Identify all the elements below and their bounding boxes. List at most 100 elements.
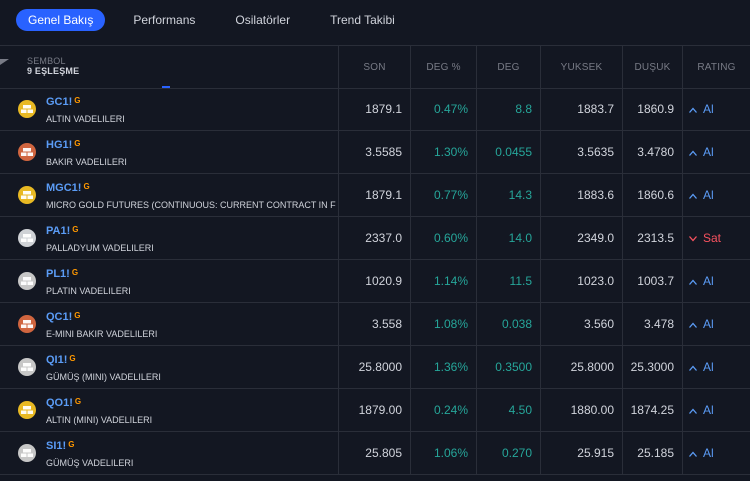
- change-percent: 1.30%: [410, 131, 476, 173]
- ticker-link[interactable]: PL1! G: [46, 268, 79, 280]
- badge: G: [74, 311, 81, 320]
- rating[interactable]: Al: [682, 174, 750, 216]
- high: 25.8000: [540, 346, 622, 388]
- symbol-cell[interactable]: GC1! G ALTIN VADELILERI: [0, 88, 338, 130]
- change: 8.8: [476, 88, 540, 130]
- rating[interactable]: Al: [682, 389, 750, 431]
- ticker-link[interactable]: HG1! G: [46, 139, 81, 151]
- table-row[interactable]: SI1! G GÜMÜŞ VADELILERI 25.805 1.06% 0.270 25.…: [0, 432, 750, 475]
- high: 1883.7: [540, 88, 622, 130]
- symbol-description: BAKIR VADELILERI: [46, 157, 127, 167]
- symbol-cell[interactable]: PA1! G PALLADYUM VADELILERI: [0, 217, 338, 259]
- symbol-cell[interactable]: QO1! G ALTIN (MINI) VADELILERI: [0, 389, 338, 431]
- table-row[interactable]: QI1! G GÜMÜŞ (MINI) VADELILERI 25.8000 1.36%…: [0, 346, 750, 389]
- column-header-high[interactable]: YUKSEK: [540, 46, 622, 88]
- high: 2349.0: [540, 217, 622, 259]
- ticker-link[interactable]: GC1! G: [46, 96, 81, 108]
- ticker-link[interactable]: SI1! G: [46, 440, 75, 452]
- change: 0.3500: [476, 346, 540, 388]
- gold-bars-icon: [18, 100, 36, 118]
- change: 14.0: [476, 217, 540, 259]
- low: 1003.7: [622, 260, 682, 302]
- column-header-change[interactable]: DEG: [476, 46, 540, 88]
- copper-bars-icon: [18, 315, 36, 333]
- change-percent: 0.60%: [410, 217, 476, 259]
- rating[interactable]: Al: [682, 260, 750, 302]
- low: 25.185: [622, 432, 682, 474]
- table-header: SEMBOL 9 EŞLEŞME SON DEG % DEG YUKSEK DU…: [0, 45, 750, 89]
- rating-label: Al: [703, 446, 714, 460]
- table-row[interactable]: HG1! G BAKIR VADELILERI 3.5585 1.30% 0.0455 3.…: [0, 131, 750, 174]
- badge: G: [68, 440, 75, 449]
- badge: G: [71, 268, 79, 277]
- chevron-up-icon: [689, 403, 697, 417]
- symbol-cell[interactable]: QI1! G GÜMÜŞ (MINI) VADELILERI: [0, 346, 338, 388]
- change-percent: 1.14%: [410, 260, 476, 302]
- platinum-bars-icon: [18, 272, 36, 290]
- gold-bars-icon: [18, 401, 36, 419]
- rating[interactable]: Al: [682, 88, 750, 130]
- gold-bars-icon: [18, 186, 36, 204]
- rating[interactable]: Al: [682, 432, 750, 474]
- symbol-cell[interactable]: PL1! G PLATIN VADELILERI: [0, 260, 338, 302]
- symbol-cell[interactable]: SI1! G GÜMÜŞ VADELILERI: [0, 432, 338, 474]
- table-row[interactable]: MGC1! G MICRO GOLD FUTURES (CONTINUOUS: CU…: [0, 174, 750, 217]
- change-percent: 1.06%: [410, 432, 476, 474]
- column-header-rating[interactable]: RATING: [682, 46, 750, 88]
- chevron-up-icon: [689, 360, 697, 374]
- column-header-last[interactable]: SON: [338, 46, 410, 88]
- tab-performance[interactable]: Performans: [133, 13, 196, 27]
- low: 2313.5: [622, 217, 682, 259]
- change-percent: 1.08%: [410, 303, 476, 345]
- last-price: 1879.00: [338, 389, 410, 431]
- copper-bars-icon: [18, 143, 36, 161]
- rating[interactable]: Al: [682, 303, 750, 345]
- symbol-description: PALLADYUM VADELILERI: [46, 243, 154, 253]
- rating[interactable]: Al: [682, 346, 750, 388]
- table-row[interactable]: PL1! G PLATIN VADELILERI 1020.9 1.14% 11.5 102…: [0, 260, 750, 303]
- symbol-cell[interactable]: MGC1! G MICRO GOLD FUTURES (CONTINUOUS: CU…: [0, 174, 338, 216]
- column-header-change-percent[interactable]: DEG %: [410, 46, 476, 88]
- rating[interactable]: Al: [682, 131, 750, 173]
- symbol-description: E-MINI BAKIR VADELILERI: [46, 329, 158, 339]
- tab-oscillators[interactable]: Osilatörler: [235, 13, 291, 27]
- tab-bar: Genel Bakış Performans Osilatörler Trend…: [0, 0, 750, 40]
- column-header-low[interactable]: DUŞUK: [622, 46, 682, 88]
- table-row[interactable]: GC1! G ALTIN VADELILERI 1879.1 0.47% 8.8 1883.…: [0, 88, 750, 131]
- high: 25.915: [540, 432, 622, 474]
- high: 1880.00: [540, 389, 622, 431]
- ticker-link[interactable]: QI1! G: [46, 354, 76, 366]
- rating-label: Al: [703, 274, 714, 288]
- ticker-link[interactable]: QC1! G: [46, 311, 81, 323]
- chevron-up-icon: [689, 446, 697, 460]
- rating-label: Al: [703, 102, 714, 116]
- low: 1874.25: [622, 389, 682, 431]
- symbol-cell[interactable]: HG1! G BAKIR VADELILERI: [0, 131, 338, 173]
- symbol-description: GÜMÜŞ (MINI) VADELILERI: [46, 372, 161, 382]
- ticker-link[interactable]: QO1! G: [46, 397, 82, 409]
- symbol-cell[interactable]: QC1! G E-MINI BAKIR VADELILERI: [0, 303, 338, 345]
- chevron-up-icon: [689, 317, 697, 331]
- change: 14.3: [476, 174, 540, 216]
- symbol-column-header[interactable]: SEMBOL 9 EŞLEŞME: [0, 46, 338, 88]
- tab-overview[interactable]: Genel Bakış: [16, 9, 106, 31]
- table-row[interactable]: QO1! G ALTIN (MINI) VADELILERI 1879.00 0.24%…: [0, 389, 750, 432]
- change-percent: 1.36%: [410, 346, 476, 388]
- flag-icon[interactable]: [0, 59, 9, 65]
- table-body: GC1! G ALTIN VADELILERI 1879.1 0.47% 8.8 1883.…: [0, 88, 750, 475]
- table-row[interactable]: QC1! G E-MINI BAKIR VADELILERI 3.558 1.08% 0.…: [0, 303, 750, 346]
- last-price: 3.5585: [338, 131, 410, 173]
- badge: G: [72, 225, 79, 234]
- rating-label: Al: [703, 403, 714, 417]
- high: 3.5635: [540, 131, 622, 173]
- rating-label: Al: [703, 188, 714, 202]
- ticker-link[interactable]: MGC1! G: [46, 182, 90, 194]
- badge: G: [74, 139, 81, 148]
- tab-trend-following[interactable]: Trend Takibi: [330, 13, 395, 27]
- rating[interactable]: Sat: [682, 217, 750, 259]
- change-percent: 0.77%: [410, 174, 476, 216]
- last-price: 25.805: [338, 432, 410, 474]
- ticker-link[interactable]: PA1! G: [46, 225, 79, 237]
- table-row[interactable]: PA1! G PALLADYUM VADELILERI 2337.0 0.60% 14.0…: [0, 217, 750, 260]
- low: 1860.6: [622, 174, 682, 216]
